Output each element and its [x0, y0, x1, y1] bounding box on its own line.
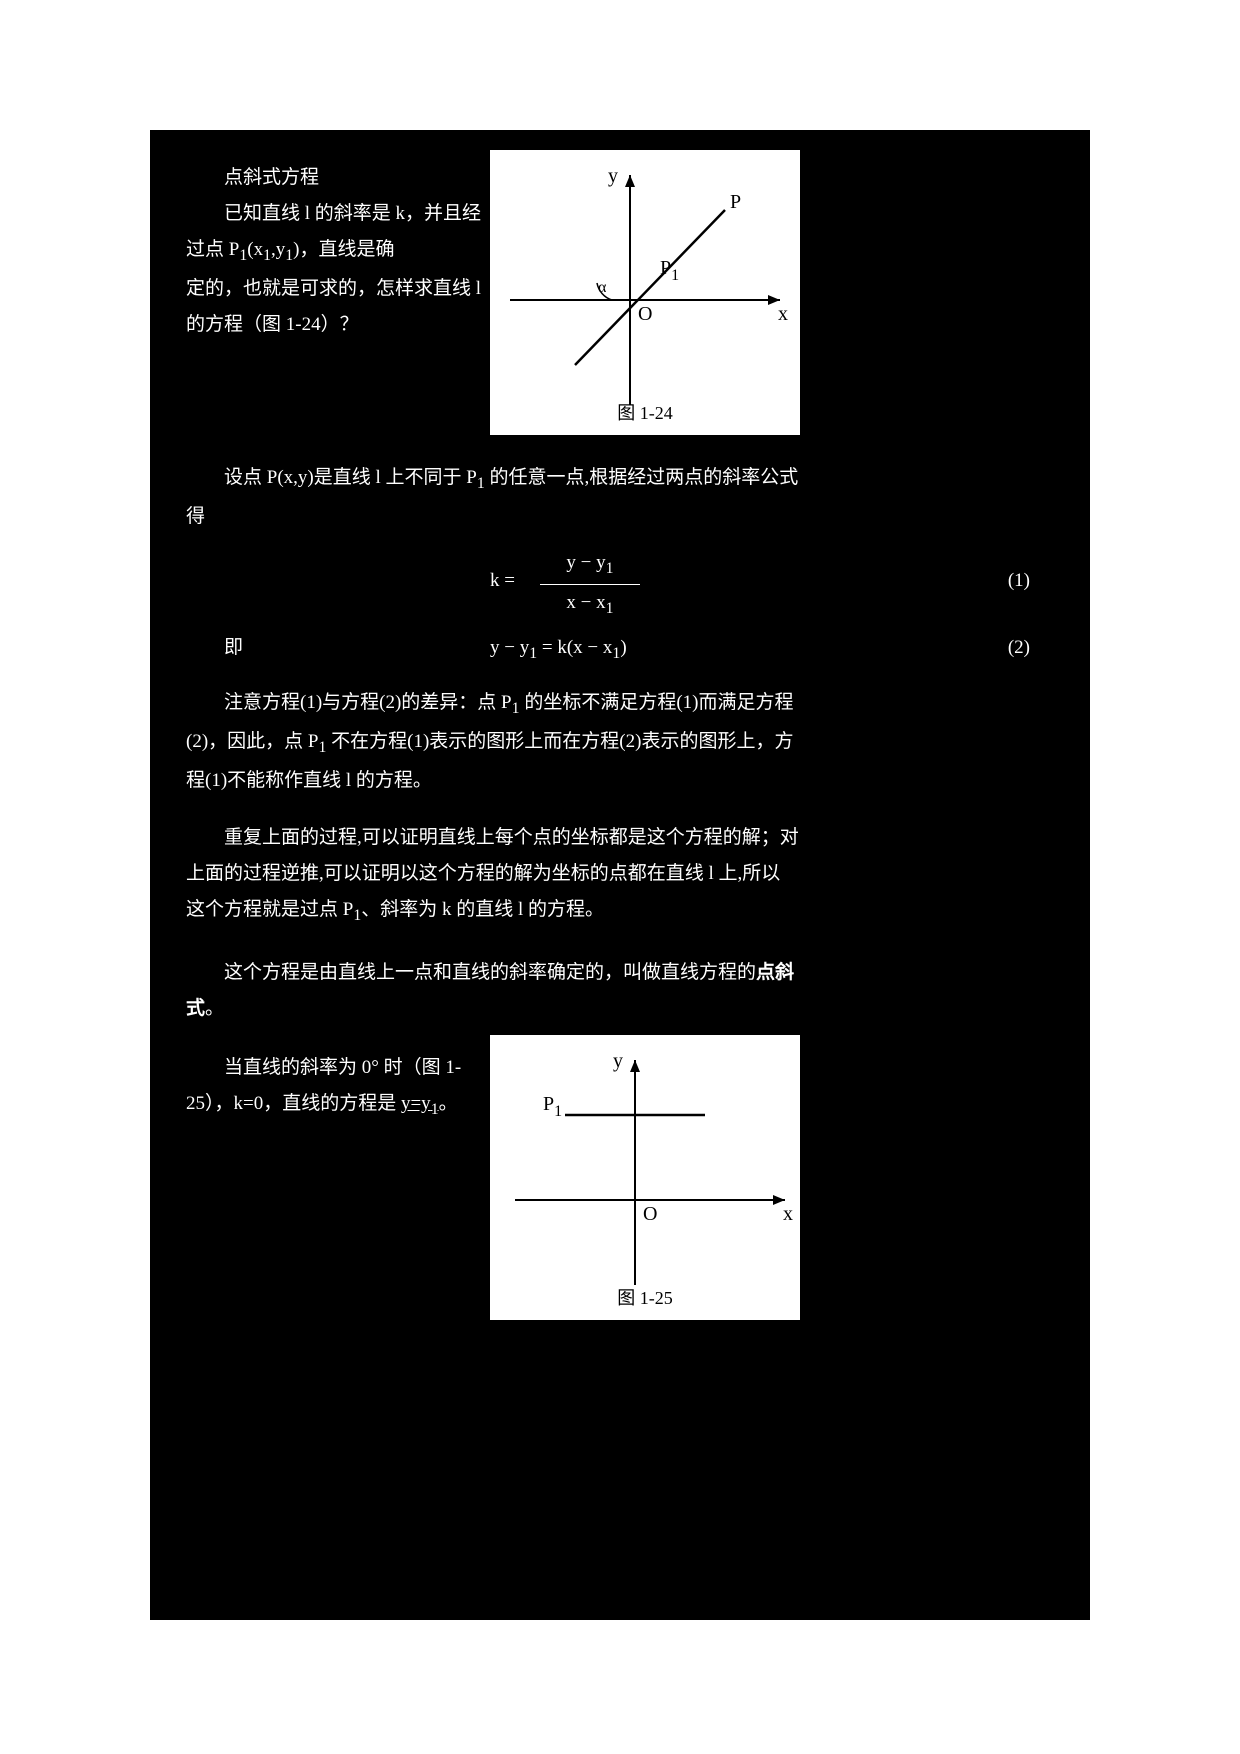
eq2-tag: (2) [1008, 630, 1030, 666]
fig24-P1: P [660, 257, 671, 279]
fig25-x: x [783, 1203, 793, 1225]
fig24-y: y [608, 165, 618, 187]
fig24-alpha: α [598, 279, 607, 296]
eq1-den: x − x [566, 592, 605, 613]
n-t2: 的坐标不满足方程(1)而满足方程 [520, 692, 794, 713]
fig24-caption: 图 1-24 [490, 399, 800, 425]
fig25-P1s: 1 [554, 1103, 562, 1120]
p6-t2: 。 [439, 1093, 458, 1114]
p2-s1: 1 [477, 475, 485, 492]
page-content: 点斜式方程 已知直线 l 的斜率是 k，并且经过点 P1(x1,y1)，直线是确… [150, 130, 1090, 1620]
n-t1: 注意方程(1)与方程(2)的差异：点 P [224, 692, 512, 713]
eq1-num: y − y [566, 552, 605, 573]
fig24-x: x [778, 303, 788, 325]
intro-l2b: (x [247, 239, 263, 260]
fig24-O: O [638, 303, 652, 325]
p2-t3: 得 [186, 506, 205, 527]
p6-b1: y=y [401, 1093, 431, 1114]
intro-l2d: )，直线是确 [293, 239, 394, 260]
fig25-svg: O x y P1 [490, 1035, 800, 1290]
equation-1: k = y − y1 x − x1 (1) [150, 545, 1090, 615]
n-t3: (2)，因此，点 P [186, 731, 318, 752]
para6: 当直线的斜率为 0° 时（图 1-25），k=0，直线的方程是 y=y1。 [186, 1050, 486, 1125]
intro-l2s3: 1 [285, 247, 293, 264]
fig25-caption: 图 1-25 [490, 1284, 800, 1310]
fig24-P1s: 1 [671, 267, 679, 284]
intro-l2c: ,y [271, 239, 285, 260]
p2-t1: 设点 P(x,y)是直线 l 上不同于 P [224, 467, 477, 488]
p2-t2: 的任意一点,根据经过两点的斜率公式 [485, 467, 799, 488]
eq1-lhs: k = [490, 563, 515, 599]
p4-t2: 上面的过程逆推,可以证明以这个方程的解为坐标的点都在直线 l 上,所以 [186, 863, 780, 884]
eq1-tag: (1) [1008, 563, 1030, 599]
figure-1-25: O x y P1 图 1-25 [490, 1035, 800, 1320]
intro-l3: 定的，也就是可求的，怎样求直线 l 的方程（图 1-24）？ [186, 278, 481, 335]
p5-b2: 式 [186, 998, 205, 1019]
eq2-e: ) [620, 637, 626, 658]
p5-t2: 。 [205, 998, 224, 1019]
eq2-b: y − y [490, 637, 529, 658]
n-s1: 1 [512, 700, 520, 717]
eq1-ns: 1 [606, 560, 614, 577]
n-t4: 不在方程(1)表示的图形上而在方程(2)表示的图形上，方 [326, 731, 793, 752]
fig25-y: y [613, 1050, 623, 1072]
eq1-ds: 1 [606, 600, 614, 617]
p6-s1: 1 [431, 1101, 439, 1118]
fig25-O: O [643, 1203, 657, 1225]
p5-t1: 这个方程是由直线上一点和直线的斜率确定的，叫做直线方程的 [224, 962, 756, 983]
fig25-P1: P [543, 1093, 554, 1115]
intro-l2s2: 1 [263, 247, 271, 264]
para5: 这个方程是由直线上一点和直线的斜率确定的，叫做直线方程的点斜 式。 [186, 955, 1056, 1027]
eq2-pre: 即 [224, 630, 243, 666]
p4-t1: 重复上面的过程,可以证明直线上每个点的坐标都是这个方程的解；对 [224, 827, 799, 848]
p4-t3: 这个方程就是过点 P [186, 899, 353, 920]
para2: 设点 P(x,y)是直线 l 上不同于 P1 的任意一点,根据经过两点的斜率公式… [186, 460, 1056, 535]
fig24-svg: O x y P P1 α [490, 150, 800, 405]
fig24-P: P [730, 191, 741, 213]
para4: 重复上面的过程,可以证明直线上每个点的坐标都是这个方程的解；对 上面的过程逆推,… [186, 820, 1056, 931]
svg-text:P1: P1 [543, 1093, 562, 1120]
note-para: 注意方程(1)与方程(2)的差异：点 P1 的坐标不满足方程(1)而满足方程 (… [186, 685, 1056, 799]
eq2-s1: 1 [529, 645, 537, 662]
p4-t4: 、斜率为 k 的直线 l 的方程。 [361, 899, 604, 920]
figure-1-24: O x y P P1 α 图 1-24 [490, 150, 800, 435]
intro-l1: 点斜式方程 [224, 167, 319, 188]
intro-para: 点斜式方程 已知直线 l 的斜率是 k，并且经过点 P1(x1,y1)，直线是确… [186, 160, 486, 343]
p5-b1: 点斜 [756, 962, 794, 983]
n-t5: 程(1)不能称作直线 l 的方程。 [186, 770, 432, 791]
eq2-m: = k(x − x [537, 637, 612, 658]
